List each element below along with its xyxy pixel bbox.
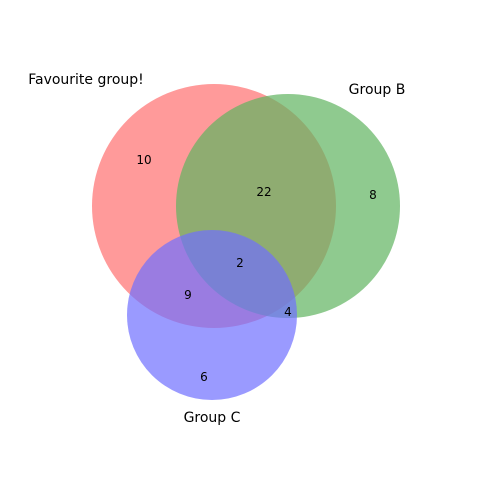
region-count-all-three: 2 <box>236 256 244 270</box>
set-label-group-c: Group C <box>184 410 241 426</box>
set-label-group-b: Group B <box>349 82 406 98</box>
circle-group-c <box>127 230 297 400</box>
region-count-b-and-c: 4 <box>284 305 292 319</box>
region-count-b-only: 8 <box>369 188 377 202</box>
region-count-favourite-and-c: 9 <box>184 288 192 302</box>
region-count-c-only: 6 <box>200 370 208 384</box>
circle-group <box>92 84 400 400</box>
region-count-favourite-and-b: 22 <box>256 185 271 199</box>
region-count-favourite-only: 10 <box>136 153 151 167</box>
set-label-favourite-group: Favourite group! <box>28 72 144 88</box>
